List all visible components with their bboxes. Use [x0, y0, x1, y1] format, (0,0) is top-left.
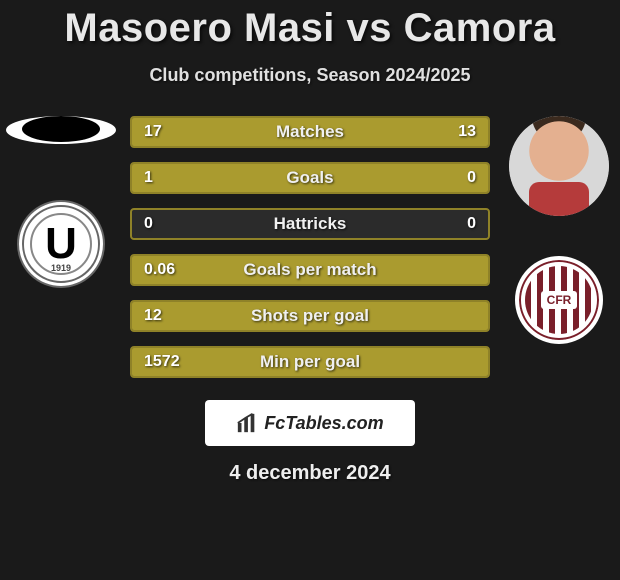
- stat-bars: 17Matches131Goals00Hattricks00.06Goals p…: [130, 116, 490, 378]
- chart-icon: [236, 412, 258, 434]
- page-title: Masoero Masi vs Camora: [0, 0, 620, 51]
- stat-label: Hattricks: [202, 214, 418, 234]
- stat-value-left: 17: [132, 123, 202, 141]
- stat-label: Min per goal: [202, 352, 418, 372]
- stat-value-right: 0: [418, 215, 488, 233]
- team-left-founded: 1919: [51, 263, 71, 273]
- stat-label: Shots per goal: [202, 306, 418, 326]
- silhouette-icon: [22, 116, 100, 142]
- stat-label: Matches: [202, 122, 418, 142]
- stat-label: Goals: [202, 168, 418, 188]
- team-left-logo: U 1919: [17, 200, 105, 288]
- footer-date: 4 december 2024: [0, 462, 620, 485]
- team-right-abbrev: CFR: [541, 291, 578, 309]
- player-left-photo: [6, 116, 116, 144]
- player-left-column: U 1919: [6, 116, 116, 288]
- stripes-icon: CFR: [525, 266, 593, 334]
- brand-logo: FcTables.com: [205, 400, 415, 446]
- stat-label: Goals per match: [202, 260, 418, 280]
- subtitle: Club competitions, Season 2024/2025: [0, 65, 620, 86]
- stat-bar: 1Goals0: [130, 162, 490, 194]
- stat-value-left: 1572: [132, 353, 202, 371]
- stat-bar: 17Matches13: [130, 116, 490, 148]
- stat-value-left: 0: [132, 215, 202, 233]
- stat-bar: 0Hattricks0: [130, 208, 490, 240]
- comparison-block: U 1919 CFR 17Matches131Goals00Hattricks0…: [0, 116, 620, 378]
- player-right-column: CFR: [504, 116, 614, 344]
- stat-bar: 12Shots per goal: [130, 300, 490, 332]
- brand-text: FcTables.com: [264, 413, 383, 434]
- stat-value-right: 13: [418, 123, 488, 141]
- player-right-photo: [509, 116, 609, 216]
- stat-value-left: 0.06: [132, 261, 202, 279]
- stat-bar: 0.06Goals per match: [130, 254, 490, 286]
- team-right-logo: CFR: [515, 256, 603, 344]
- stat-value-left: 12: [132, 307, 202, 325]
- stat-value-left: 1: [132, 169, 202, 187]
- face-icon: [509, 116, 609, 216]
- stat-value-right: 0: [418, 169, 488, 187]
- stat-bar: 1572Min per goal: [130, 346, 490, 378]
